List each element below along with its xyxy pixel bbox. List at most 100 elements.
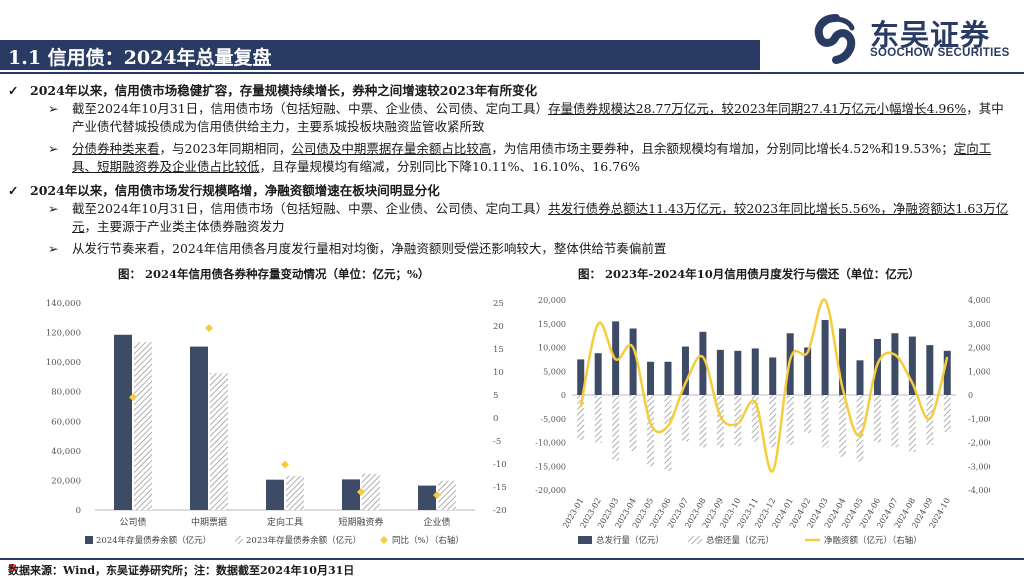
bar-2024: [114, 334, 132, 510]
bullet-1-text: 2024年以来，信用债市场稳健扩容，存量规模持续增长，券种之间增速较2023年有…: [30, 83, 538, 98]
chart-1-title: 图： 2024年信用债各券种存量变动情况（单位：亿元；%）: [118, 267, 430, 281]
bar-repayment: [629, 395, 637, 452]
bar-repayment: [751, 395, 759, 442]
legend-label-repayment: 总偿还量（亿元）: [706, 535, 774, 546]
y2-axis-tick-label: -2,000: [968, 439, 990, 448]
y-axis-tick-label: 20,000: [538, 296, 566, 305]
bar-repayment: [734, 395, 742, 447]
check-icon: ✓: [8, 183, 19, 198]
y-axis-tick-label: 0: [561, 391, 566, 400]
bar-2023: [286, 475, 304, 510]
page-number: 5: [8, 562, 16, 575]
y-axis-tick-label: 60,000: [51, 417, 81, 427]
bar-issuance: [891, 333, 899, 395]
logo-text-cn: 东吴证券: [870, 18, 991, 52]
bar-issuance: [699, 331, 707, 395]
bullet-1-1-text: 截至2024年10月31日，信用债市场（包括短融、中票、企业债、公司债、定向工具…: [72, 101, 1004, 134]
bar-repayment: [681, 395, 689, 442]
yoy-point: [357, 488, 365, 497]
y2-axis-tick-label: -15: [493, 483, 507, 493]
bar-2024: [418, 485, 436, 510]
bar-repayment: [856, 395, 864, 462]
x-axis-category-label: 中期票据: [191, 516, 227, 528]
y-axis-tick-label: 120,000: [46, 329, 81, 339]
bar-repayment: [821, 395, 829, 448]
soochow-logo-icon: [814, 14, 856, 64]
bar-issuance: [751, 348, 759, 395]
bar-repayment: [804, 395, 812, 433]
y2-axis-tick-label: -3,000: [968, 462, 990, 471]
y2-axis-tick-label: -1,000: [968, 415, 990, 424]
y-axis-tick-label: -5,000: [540, 415, 566, 424]
chart-2-title: 图： 2023年-2024年10月信用债月度发行与偿还（单位：亿元）: [578, 267, 920, 281]
yoy-point: [281, 460, 289, 469]
logo-text-en: SOOCHOW SECURITIES: [870, 47, 1010, 59]
bullet-2-text: 2024年以来，信用债市场发行规模略增，净融资额增速在板块间明显分化: [30, 183, 440, 198]
bar-repayment: [786, 395, 794, 445]
bullet-1-1: ➢ 截至2024年10月31日，信用债市场（包括短融、中票、企业债、公司债、定向…: [48, 100, 1010, 136]
y2-axis-tick-label: -20: [493, 506, 507, 516]
bar-issuance: [943, 350, 951, 395]
bar-repayment: [908, 395, 916, 452]
bar-repayment: [699, 395, 707, 448]
y-axis-tick-label: 80,000: [51, 388, 81, 398]
y2-axis-tick-label: 20: [493, 322, 504, 332]
legend-swatch-issuance: [578, 536, 592, 544]
x-axis-category-label: 定向工具: [267, 516, 303, 528]
section-title-bar: 1.1 信用债：2024年总量复盘: [0, 40, 760, 70]
y-axis-tick-label: -20,000: [535, 486, 566, 495]
y2-axis-tick-label: 5: [493, 391, 498, 401]
y-axis-tick-label: 10,000: [538, 344, 566, 353]
y-axis-tick-label: -15,000: [535, 462, 566, 471]
bar-issuance: [926, 345, 934, 395]
bar-repayment: [769, 395, 777, 448]
legend-label-net: 净融资额（亿元）（右轴）: [824, 535, 922, 546]
bar-issuance: [769, 357, 777, 395]
y2-axis-tick-label: 2,000: [968, 344, 990, 353]
bar-issuance: [734, 350, 742, 395]
bar-2024: [190, 346, 208, 510]
y-axis-tick-label: 0: [76, 506, 81, 516]
bar-issuance: [839, 328, 847, 395]
legend-swatch-2024: [85, 536, 93, 544]
bar-repayment: [716, 395, 724, 448]
section-title: 1.1 信用债：2024年总量复盘: [8, 47, 272, 69]
legend-label-2023: 2023年存量债券余额（亿元）: [246, 535, 361, 546]
bar-repayment: [612, 395, 620, 461]
bar-repayment: [873, 395, 881, 443]
bullet-1-2: ➢ 分债券种类来看，与2023年同期相同，公司债及中期票据存量余额占比较高，为信…: [48, 140, 1010, 176]
bar-repayment: [577, 395, 585, 441]
bullet-2-1: ➢ 截至2024年10月31日，信用债市场（包括短融、中票、企业债、公司债、定向…: [48, 200, 1010, 236]
arrow-bullet-icon: ➢: [48, 101, 59, 116]
bar-issuance: [821, 319, 829, 395]
y2-axis-tick-label: -5: [493, 437, 501, 447]
bar-repayment: [664, 395, 672, 471]
bar-issuance: [629, 328, 637, 395]
x-axis-category-label: 公司债: [119, 516, 146, 528]
bar-issuance: [647, 361, 655, 395]
bullet-2-1-text: 截至2024年10月31日，信用债市场（包括短融、中票、企业债、公司债、定向工具…: [72, 201, 1009, 234]
bar-2024: [266, 479, 284, 510]
legend-swatch-repayment: [688, 536, 702, 544]
legend-label-2024: 2024年存量债券余额（亿元）: [96, 535, 211, 546]
legend-label-yoy: 同比（%）（右轴）: [392, 535, 464, 546]
x-axis-category-label: 企业债: [423, 516, 450, 528]
footer: 数据来源：Wind，东吴证券研究所；注：数据截至2024年10月31日 5: [0, 558, 1024, 578]
bar-2024: [342, 479, 360, 510]
bar-issuance: [577, 359, 585, 395]
y-axis-tick-label: 5,000: [543, 367, 566, 376]
bar-issuance: [716, 349, 724, 395]
bar-issuance: [664, 361, 672, 395]
y2-axis-tick-label: 0: [493, 414, 498, 424]
bar-2023: [134, 342, 152, 510]
legend-swatch-yoy: [380, 536, 388, 544]
chart-1-stock-by-type: 0 20,000 40,000 60,000 80,000 100,000 120,000 1…: [46, 299, 507, 546]
bar-repayment: [647, 395, 655, 467]
bar-2023: [438, 480, 456, 510]
yoy-point: [205, 324, 213, 333]
legend-swatch-2023: [235, 536, 243, 544]
y-axis-tick-label: 40,000: [51, 447, 81, 457]
y-axis-tick-label: 15,000: [538, 320, 566, 329]
x-axis-category-label: 短期融资券: [338, 516, 383, 528]
bar-repayment: [839, 395, 847, 457]
